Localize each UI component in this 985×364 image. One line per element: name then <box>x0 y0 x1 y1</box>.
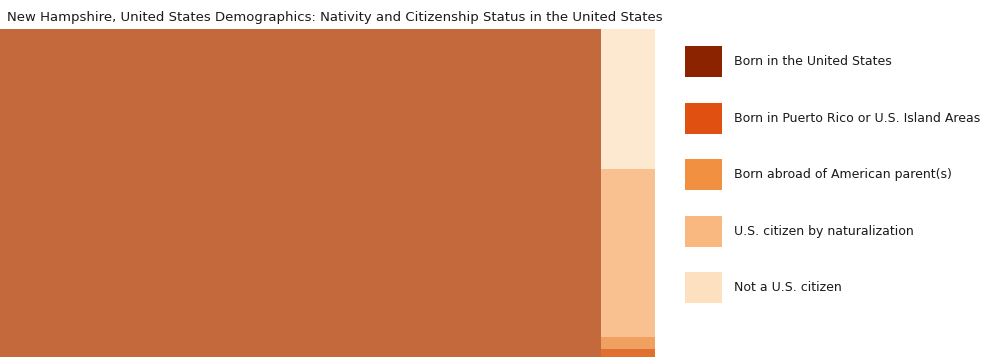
Bar <box>601 169 655 337</box>
Text: Not a U.S. citizen: Not a U.S. citizen <box>734 281 841 294</box>
Text: U.S. citizen by naturalization: U.S. citizen by naturalization <box>734 225 913 238</box>
Text: Born in Puerto Rico or U.S. Island Areas: Born in Puerto Rico or U.S. Island Areas <box>734 112 980 125</box>
Bar <box>601 349 655 357</box>
Bar <box>601 29 655 169</box>
Text: Born in the United States: Born in the United States <box>734 55 891 68</box>
Bar <box>601 337 655 349</box>
Text: Born abroad of American parent(s): Born abroad of American parent(s) <box>734 168 952 181</box>
Text: New Hampshire, United States Demographics: Nativity and Citizenship Status in th: New Hampshire, United States Demographic… <box>7 11 663 24</box>
